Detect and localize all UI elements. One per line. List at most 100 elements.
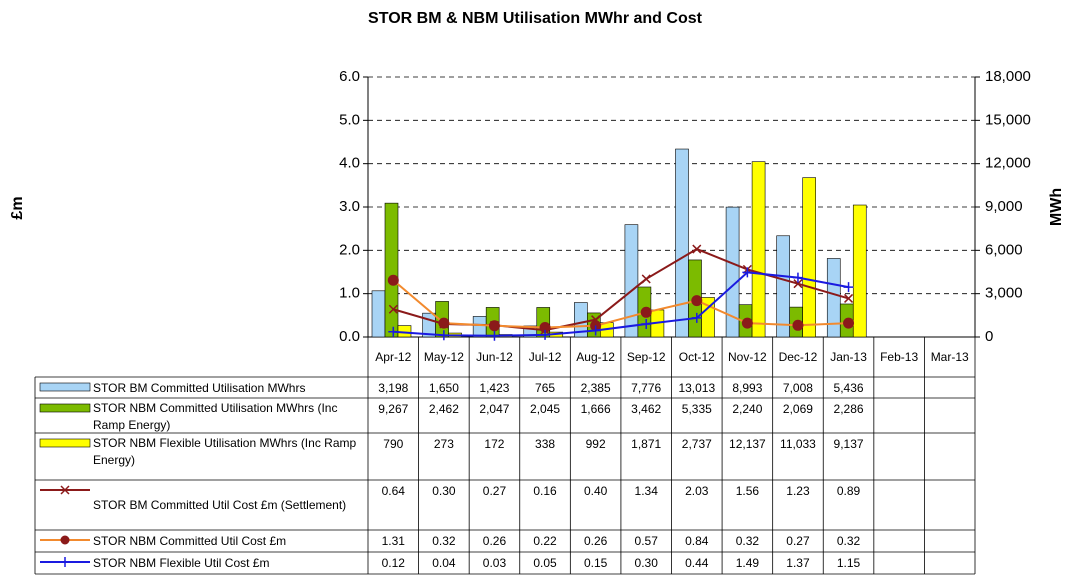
y2-tick-label: 12,000: [985, 155, 1031, 172]
y-axis-title: £m: [9, 196, 26, 219]
x-tick-label: Mar-13: [930, 350, 969, 364]
marker: [792, 272, 803, 283]
table-value: 5,335: [681, 402, 712, 416]
x-tick-label: Jan-13: [830, 350, 867, 364]
table-value: 1.56: [735, 484, 760, 498]
table-value: 0.27: [482, 484, 507, 498]
x-tick-label: May-12: [423, 350, 464, 364]
y-tick-label: 1.0: [339, 285, 360, 302]
table-value: 2,069: [782, 402, 813, 416]
legend-label: STOR BM Committed Utilisation MWhrs: [93, 380, 306, 395]
table-value: 338: [535, 437, 556, 451]
legend-marker: [60, 557, 70, 567]
table-value: 8,993: [732, 381, 763, 395]
marker: [641, 274, 651, 284]
table-value: 1.49: [735, 556, 760, 570]
legend-label: STOR NBM Committed Util Cost £m: [93, 534, 287, 548]
bar: [725, 206, 740, 338]
marker: [692, 244, 702, 254]
bar: [751, 161, 766, 338]
table-value: 790: [383, 437, 404, 451]
table-value: 2,047: [479, 402, 510, 416]
table-value: 0.89: [836, 484, 861, 498]
y2-tick-label: 0: [985, 328, 993, 345]
table-value: 3,198: [378, 381, 409, 395]
bar: [802, 177, 816, 338]
x-tick-label: Jul-12: [528, 350, 562, 364]
table-value: 2,045: [530, 402, 561, 416]
bar: [624, 224, 639, 338]
table-value: 0.15: [583, 556, 608, 570]
y2-tick-label: 9,000: [985, 198, 1023, 215]
marker: [691, 295, 703, 307]
x-tick-label: Nov-12: [728, 350, 767, 364]
bar: [675, 148, 689, 338]
table-value: 2,240: [732, 402, 763, 416]
table-value: 0.32: [735, 534, 760, 548]
legend-marker: [60, 535, 70, 545]
table-value: 2,286: [833, 402, 864, 416]
marker: [640, 306, 652, 318]
x-tick-label: Dec-12: [778, 350, 818, 364]
marker: [488, 320, 500, 332]
legend-label: STOR NBM Flexible Util Cost £m: [93, 556, 270, 570]
table-value: 0.32: [836, 534, 861, 548]
y-tick-label: 3.0: [339, 198, 360, 215]
bar: [371, 290, 386, 338]
legend-marker: [60, 485, 70, 495]
table-value: 0.30: [634, 556, 658, 570]
table-value: 9,137: [833, 437, 864, 451]
y2-axis-title: MWh: [1048, 188, 1065, 226]
table-value: 0.57: [634, 534, 658, 548]
table-value: 1,650: [428, 381, 459, 395]
legend-label: STOR NBM Committed Utilisation MWhrs (In…: [93, 401, 338, 432]
marker: [792, 319, 804, 331]
marker: [489, 330, 500, 341]
x-tick-label: Oct-12: [678, 350, 715, 364]
table-value: 0.26: [583, 534, 608, 548]
y2-tick-label: 6,000: [985, 241, 1023, 258]
table-value: 7,008: [782, 381, 813, 395]
table-value: 1,666: [580, 402, 611, 416]
table-value: 0.16: [533, 484, 557, 498]
bar: [826, 258, 841, 338]
marker: [438, 330, 449, 341]
table-value: 2,462: [428, 402, 459, 416]
x-tick-label: Aug-12: [576, 350, 615, 364]
table-value: 0.05: [533, 556, 557, 570]
table-value: 0.22: [533, 534, 557, 548]
marker: [590, 325, 601, 336]
bar: [852, 204, 867, 338]
marker: [388, 304, 398, 314]
table-value: 0.64: [381, 484, 405, 498]
bar: [384, 202, 399, 338]
table-value: 12,137: [729, 437, 766, 451]
table-value: 172: [484, 437, 505, 451]
table-value: 0.84: [685, 534, 709, 548]
table-value: 1.37: [786, 556, 810, 570]
table-value: 0.04: [432, 556, 456, 570]
table-value: 0.27: [786, 534, 810, 548]
table-value: 2.03: [685, 484, 709, 498]
x-tick-label: Jun-12: [476, 350, 513, 364]
bar: [472, 316, 487, 338]
table-value: 9,267: [378, 402, 409, 416]
table-value: 1.15: [836, 556, 861, 570]
marker: [741, 317, 753, 329]
y-tick-label: 4.0: [339, 155, 360, 172]
table-value: 5,436: [833, 381, 864, 395]
marker: [641, 319, 652, 329]
marker: [438, 317, 450, 329]
table-value: 1.31: [381, 534, 405, 548]
legend-key: [39, 403, 91, 413]
marker: [691, 312, 702, 323]
table-value: 7,776: [631, 381, 662, 395]
line: [392, 279, 849, 329]
x-tick-label: Apr-12: [375, 350, 412, 364]
chart-title: STOR BM & NBM Utilisation MWhr and Cost: [368, 10, 703, 27]
table-value: 2,385: [580, 381, 611, 395]
marker: [843, 282, 854, 293]
table-value: 11,033: [780, 437, 816, 451]
marker: [844, 293, 854, 303]
